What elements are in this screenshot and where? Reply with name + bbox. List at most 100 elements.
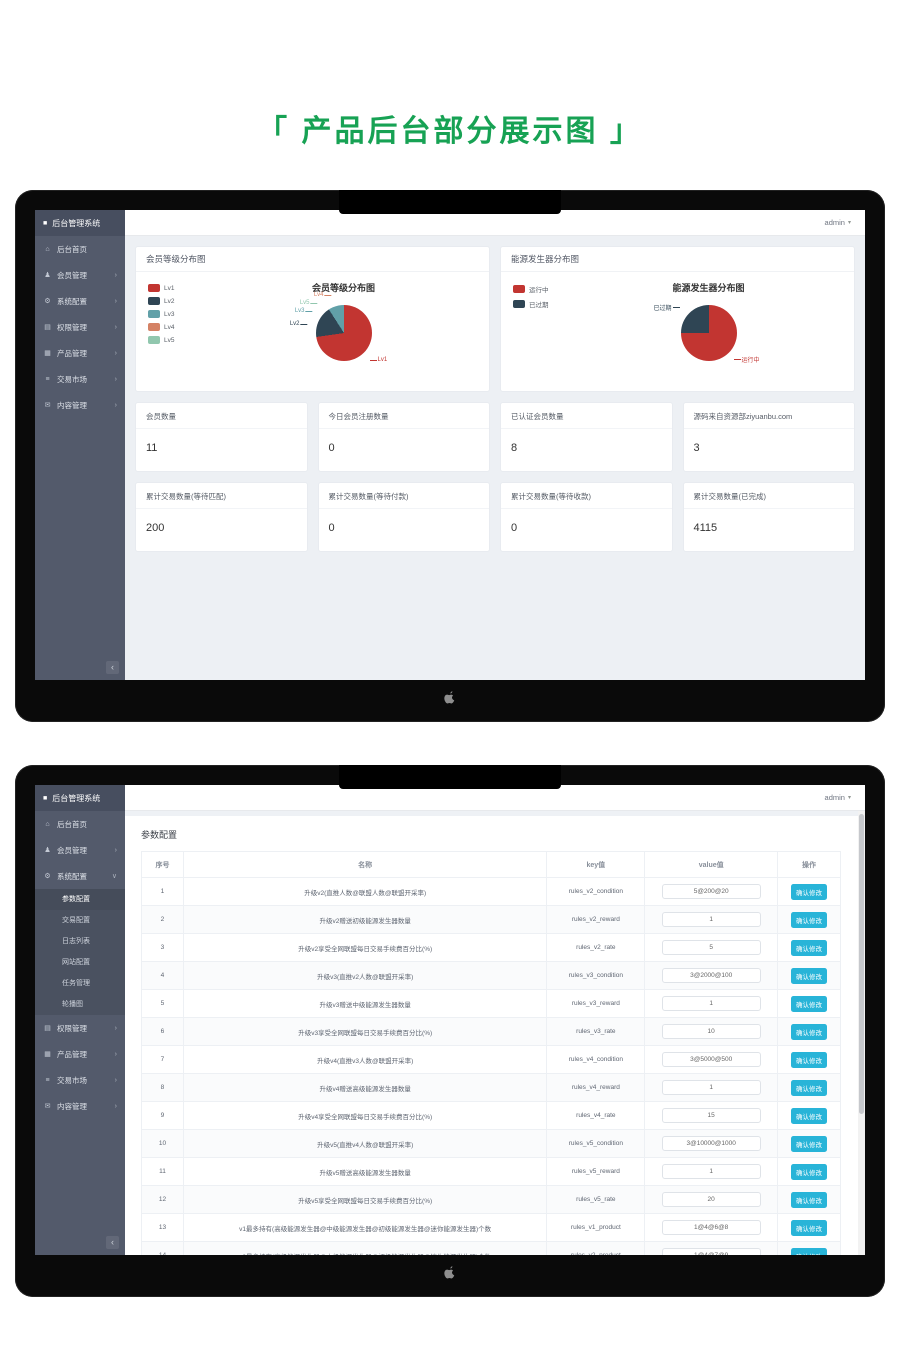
sidebar-item-交易市场[interactable]: ≡ 交易市场 ›: [35, 1067, 125, 1093]
confirm-modify-button[interactable]: 确认修改: [791, 883, 828, 900]
sidebar-item-后台首页[interactable]: ⌂ 后台首页: [35, 811, 125, 837]
cell-key: rules_v2_reward: [546, 905, 646, 934]
table-row: 13 v1最多持有(高级能源发生器@中级能源发生器@初级能源发生器@迷你能源发生器…: [141, 1213, 841, 1242]
sidebar-item-label: 系统配置: [57, 871, 87, 881]
sidebar-item-会员管理[interactable]: ♟ 会员管理 ›: [35, 837, 125, 863]
sidebar-subitem-日志列表[interactable]: 日志列表: [62, 938, 90, 945]
value-input[interactable]: [661, 996, 761, 1011]
value-input[interactable]: [661, 1248, 761, 1255]
confirm-modify-button[interactable]: 确认修改: [791, 1163, 828, 1180]
scrollbar-thumb[interactable]: [859, 814, 864, 1114]
topbar: admin ▾: [125, 785, 865, 811]
sidebar-subitem-轮播图[interactable]: 轮播图: [62, 1001, 83, 1008]
user-menu[interactable]: admin ▾: [825, 793, 851, 802]
stat-value: 8: [511, 442, 518, 454]
confirm-modify-button[interactable]: 确认修改: [791, 1107, 828, 1124]
value-input[interactable]: [661, 968, 761, 983]
stat-label: 已认证会员数量: [501, 403, 672, 429]
cell-value: [644, 933, 779, 962]
vertical-scrollbar[interactable]: [858, 811, 865, 1255]
cell-name: 升级v5享受全网联盟每日交易手续费百分比(%): [182, 1185, 548, 1214]
value-input[interactable]: [661, 1164, 761, 1179]
stats-grid: 会员数量 11 今日会员注册数量 0 已认证会员数量 8 源码来自资源部ziyuanbu.c…: [135, 402, 855, 552]
pie-slice-label-Lv4: Lv4: [314, 292, 332, 298]
legend-item-Lv3[interactable]: Lv3: [148, 310, 198, 318]
confirm-modify-button[interactable]: 确认修改: [791, 1219, 828, 1236]
legend-label: Lv3: [164, 310, 175, 318]
sidebar-item-label: 交易市场: [57, 1075, 87, 1085]
params-table: 序号 名称 key值 value值 操作 1 升级v2(直推人数@联盟人数@联盟开采率) r…: [141, 851, 841, 1255]
sidebar-item-权限管理[interactable]: ▤ 权限管理 ›: [35, 1015, 125, 1041]
sidebar-subitem-网站配置[interactable]: 网站配置: [62, 959, 90, 966]
legend-label: Lv1: [164, 284, 175, 292]
value-input[interactable]: [661, 1136, 761, 1151]
user-menu[interactable]: admin ▾: [825, 218, 851, 227]
cell-name: 升级v3赠送中级能源发生器数量: [182, 989, 548, 1018]
pie-slice-label-Lv2: Lv2: [290, 321, 308, 327]
generator-pie-chart[interactable]: [680, 305, 737, 361]
confirm-modify-button[interactable]: 确认修改: [791, 1051, 828, 1068]
sidebar-subitem-参数配置[interactable]: 参数配置: [35, 889, 125, 910]
apple-logo-icon: [444, 1265, 457, 1285]
legend-item-已过期[interactable]: 已过期: [513, 299, 563, 309]
sidebar-item-权限管理[interactable]: ▤ 权限管理 ›: [35, 314, 125, 340]
pie-slice-label-Lv5: Lv5: [300, 300, 318, 306]
sidebar-item-会员管理[interactable]: ♟ 会员管理 ›: [35, 262, 125, 288]
confirm-modify-button[interactable]: 确认修改: [791, 1023, 828, 1040]
chart-title: 能源发生器分布图: [672, 283, 745, 293]
legend-item-Lv2[interactable]: Lv2: [148, 297, 198, 305]
value-input[interactable]: [661, 1052, 761, 1067]
sidebar-item-后台首页[interactable]: ⌂ 后台首页: [35, 236, 125, 262]
app-logo-icon: ■: [43, 794, 48, 802]
monitor-camera-notch: [339, 190, 561, 214]
confirm-modify-button[interactable]: 确认修改: [791, 1247, 828, 1255]
sidebar-item-内容管理[interactable]: ✉ 内容管理 ›: [35, 1093, 125, 1119]
legend-item-Lv4[interactable]: Lv4: [148, 323, 198, 331]
value-input[interactable]: [661, 1024, 761, 1039]
sidebar-item-内容管理[interactable]: ✉ 内容管理 ›: [35, 392, 125, 418]
column-header: 名称: [182, 851, 548, 878]
sidebar-item-系统配置[interactable]: ⚙ 系统配置 ›: [35, 288, 125, 314]
value-input[interactable]: [661, 940, 761, 955]
sidebar-item-系统配置[interactable]: ⚙ 系统配置 ∨: [35, 863, 125, 889]
legend-item-Lv1[interactable]: Lv1: [148, 284, 198, 292]
home-icon: ⌂: [45, 245, 50, 253]
sidebar-item-交易市场[interactable]: ≡ 交易市场 ›: [35, 366, 125, 392]
chevron-right-icon: ›: [114, 375, 117, 383]
sidebar-item-产品管理[interactable]: ▦ 产品管理 ›: [35, 1041, 125, 1067]
value-input[interactable]: [661, 1220, 761, 1235]
value-input[interactable]: [661, 884, 761, 899]
legend-swatch: [148, 297, 160, 305]
monitor-camera-notch: [339, 765, 561, 789]
app-brand-label: 后台管理系统: [52, 218, 101, 228]
confirm-modify-button[interactable]: 确认修改: [791, 995, 828, 1012]
cell-value: [644, 1129, 779, 1158]
cell-action: 确认修改: [777, 1157, 841, 1186]
cell-action: 确认修改: [777, 1073, 841, 1102]
value-input[interactable]: [661, 1080, 761, 1095]
legend-item-运行中[interactable]: 运行中: [513, 284, 563, 294]
value-input[interactable]: [661, 1108, 761, 1123]
sidebar-collapse-button[interactable]: ‹: [106, 661, 119, 674]
confirm-modify-button[interactable]: 确认修改: [791, 939, 828, 956]
value-input[interactable]: [661, 1192, 761, 1207]
cell-value: [644, 1241, 779, 1255]
sidebar-collapse-button[interactable]: ‹: [106, 1236, 119, 1249]
member-level-pie-chart[interactable]: [315, 305, 372, 361]
confirm-modify-button[interactable]: 确认修改: [791, 1191, 828, 1208]
legend-item-Lv5[interactable]: Lv5: [148, 336, 198, 344]
stat-card: 累计交易数量(等待付款) 0: [317, 482, 490, 552]
confirm-modify-button[interactable]: 确认修改: [791, 967, 828, 984]
value-input[interactable]: [661, 912, 761, 927]
sidebar-subitem-任务管理[interactable]: 任务管理: [62, 980, 90, 987]
sidebar-item-产品管理[interactable]: ▦ 产品管理 ›: [35, 340, 125, 366]
cell-value: [644, 989, 779, 1018]
sidebar-subitem-交易配置[interactable]: 交易配置: [62, 917, 90, 924]
confirm-modify-button[interactable]: 确认修改: [791, 1079, 828, 1096]
cell-index: 9: [141, 1101, 184, 1130]
user-icon: ♟: [44, 847, 51, 854]
confirm-modify-button[interactable]: 确认修改: [791, 1135, 828, 1152]
confirm-modify-button[interactable]: 确认修改: [791, 911, 828, 928]
